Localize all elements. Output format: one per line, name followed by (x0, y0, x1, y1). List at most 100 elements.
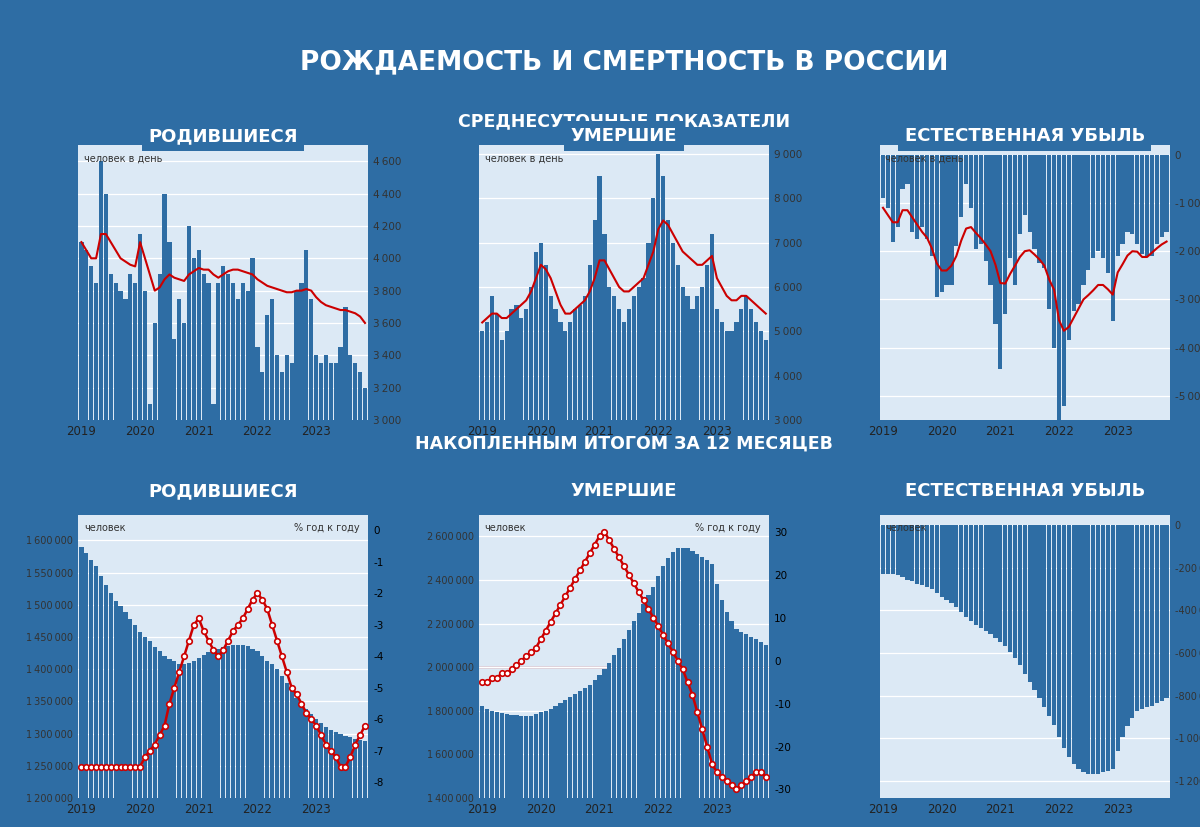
Bar (353, 363, 358, 827)
Bar (1081, 525, 1086, 772)
Bar (1003, 155, 1007, 314)
Bar (1159, 525, 1164, 701)
Bar (1057, 155, 1061, 423)
Bar (280, 371, 284, 827)
Bar (949, 155, 954, 285)
Bar (1106, 155, 1110, 273)
Bar (647, 242, 650, 553)
Bar (734, 629, 738, 827)
Bar (1086, 155, 1091, 270)
Bar (504, 714, 509, 827)
Title: УМЕРШИЕ: УМЕРШИЕ (571, 127, 677, 145)
Bar (749, 637, 754, 827)
Bar (221, 266, 226, 827)
Bar (314, 719, 318, 827)
Bar (504, 332, 509, 553)
Bar (1140, 155, 1145, 254)
Bar (1008, 525, 1012, 652)
Bar (124, 299, 127, 827)
Bar (954, 525, 959, 607)
Bar (241, 283, 245, 827)
Bar (900, 155, 905, 189)
Bar (710, 234, 714, 553)
Bar (626, 309, 631, 553)
Bar (334, 733, 337, 827)
Bar (558, 703, 563, 827)
Bar (192, 258, 196, 827)
Bar (299, 705, 304, 827)
Bar (143, 637, 148, 827)
Text: % год к году: % год к году (294, 523, 360, 533)
Bar (499, 340, 504, 553)
Bar (617, 309, 622, 553)
Bar (98, 576, 103, 827)
Bar (202, 275, 205, 827)
Bar (539, 242, 542, 553)
Bar (642, 278, 646, 553)
Bar (187, 662, 191, 827)
Bar (182, 664, 186, 827)
Bar (680, 547, 685, 827)
Bar (984, 155, 988, 261)
Bar (656, 576, 660, 827)
Bar (294, 698, 299, 827)
Bar (1130, 155, 1134, 234)
Bar (739, 309, 744, 553)
Bar (944, 525, 949, 600)
Bar (310, 299, 313, 827)
Bar (706, 265, 709, 553)
Bar (275, 356, 280, 827)
Bar (1032, 155, 1037, 249)
Bar (148, 404, 152, 827)
Bar (275, 669, 280, 827)
Bar (690, 309, 695, 553)
Bar (1126, 155, 1129, 232)
Bar (994, 155, 997, 323)
Text: РОЖДАЕМОСТЬ И СМЕРТНОСТЬ В РОССИИ: РОЖДАЕМОСТЬ И СМЕРТНОСТЬ В РОССИИ (300, 50, 948, 76)
Bar (661, 176, 665, 553)
Bar (510, 309, 514, 553)
Bar (930, 525, 934, 589)
Bar (1048, 525, 1051, 716)
Bar (1116, 525, 1120, 751)
Bar (1121, 155, 1124, 244)
Bar (236, 645, 240, 827)
Bar (598, 176, 601, 553)
Bar (319, 724, 323, 827)
Text: % год к году: % год к году (695, 523, 761, 533)
Bar (895, 155, 900, 227)
Bar (133, 625, 137, 827)
Bar (128, 275, 132, 827)
Bar (680, 287, 685, 553)
Text: человек в день: человек в день (886, 153, 964, 164)
Bar (362, 388, 367, 827)
Bar (647, 595, 650, 827)
Bar (911, 155, 914, 232)
Bar (1072, 155, 1075, 312)
Bar (720, 600, 724, 827)
Bar (162, 194, 167, 827)
Bar (1013, 525, 1018, 658)
Bar (715, 309, 719, 553)
Bar (1027, 155, 1032, 232)
Bar (230, 645, 235, 827)
Bar (103, 194, 108, 827)
Bar (1067, 525, 1070, 758)
Bar (656, 154, 660, 553)
Bar (998, 525, 1002, 642)
Bar (583, 296, 587, 553)
Bar (79, 242, 84, 827)
Bar (329, 729, 332, 827)
Bar (494, 712, 499, 827)
Bar (103, 586, 108, 827)
Bar (94, 283, 98, 827)
Bar (563, 332, 568, 553)
Bar (124, 613, 127, 827)
Bar (260, 657, 264, 827)
Bar (754, 323, 758, 553)
Bar (1076, 525, 1081, 769)
Bar (1154, 155, 1159, 244)
Bar (754, 639, 758, 827)
Bar (631, 621, 636, 827)
Bar (974, 525, 978, 624)
